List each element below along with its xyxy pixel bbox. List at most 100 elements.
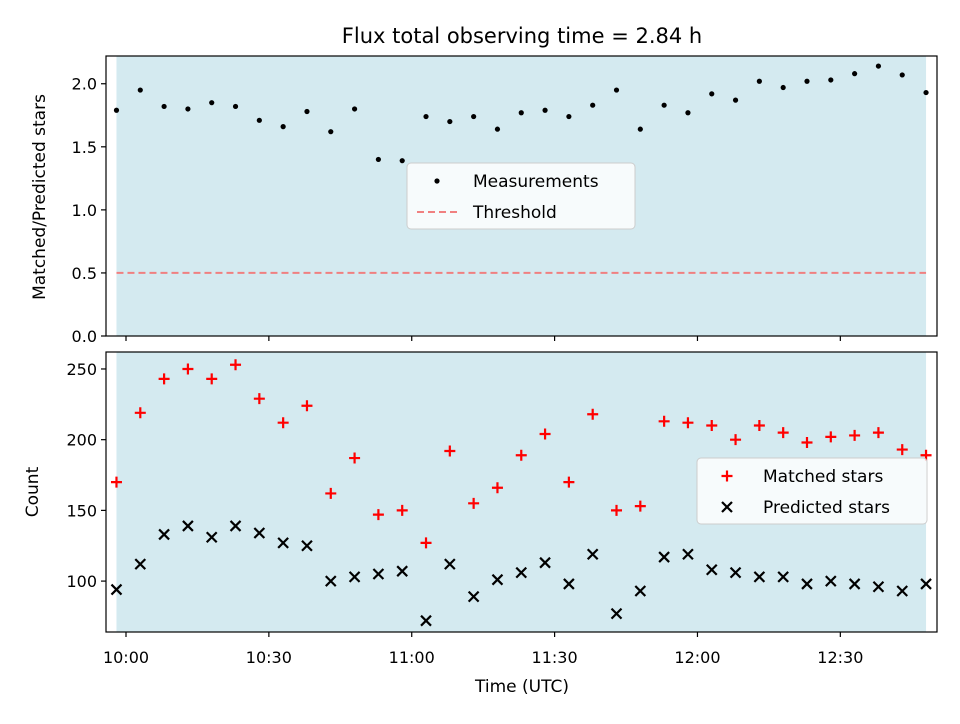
matched-star-point (325, 487, 337, 499)
bottom-y-axis-label: Count (23, 466, 43, 517)
matched-star-point (706, 420, 718, 432)
legend-marker (721, 470, 733, 482)
predicted-star-point (682, 548, 694, 560)
matched-star-point (777, 427, 789, 439)
y-tick-label: 1.0 (72, 201, 97, 220)
measurement-point (399, 158, 405, 164)
legend-box-1 (696, 457, 928, 525)
legend-label: Matched stars (763, 467, 883, 487)
x-tick-label: 11:30 (532, 648, 578, 667)
measurement-point (613, 87, 620, 93)
y-tick-label: 250 (66, 360, 97, 379)
x-tick-label: 12:00 (674, 648, 720, 667)
matched-star-point (396, 504, 408, 516)
predicted-star-point (420, 614, 432, 627)
matched-star-point (468, 497, 480, 509)
measurement-point (256, 117, 262, 123)
measurement-point (423, 113, 429, 120)
measurement-point (185, 106, 191, 112)
measurement-point (685, 110, 691, 116)
measurement-point (756, 78, 762, 84)
measurement-point (780, 84, 786, 91)
measurement-point (375, 156, 381, 163)
measurement-point (590, 102, 596, 108)
matched-star-point (801, 437, 813, 449)
measurement-point (232, 103, 239, 110)
matched-star-point (182, 363, 194, 375)
measurement-point (661, 102, 667, 108)
predicted-star-point (777, 571, 789, 583)
measurement-point (494, 126, 501, 132)
matched-star-point (849, 429, 861, 441)
legend-box-0 (406, 162, 636, 230)
predicted-star-point (110, 583, 123, 596)
measurement-point (209, 100, 215, 106)
measurement-point (542, 107, 548, 113)
predicted-star-point (324, 575, 337, 587)
predicted-star-point (563, 578, 575, 590)
measurement-point (351, 106, 358, 112)
matched-star-point (301, 400, 313, 412)
legend-marker (434, 178, 440, 184)
predicted-star-point (658, 551, 670, 563)
bottom-panel: 100 150 200 250 10:00 10:30 11:00 11:30 12:00 12:… (66, 351, 938, 667)
measurement-point (732, 97, 739, 103)
measurement-point (566, 113, 572, 120)
x-tick-label: 10:30 (246, 648, 292, 667)
x-tick-label: 11:00 (389, 648, 435, 667)
axes-frame-1 (105, 351, 938, 633)
measurement-point (304, 108, 310, 115)
predicted-star-point (515, 566, 528, 579)
measurement-point (113, 107, 120, 113)
matched-star-point (896, 444, 908, 456)
matched-star-point (372, 509, 384, 521)
predicted-star-point (753, 571, 766, 583)
top-y-axis-label: Matched/Predicted stars (30, 94, 50, 300)
legend-marker (721, 501, 733, 513)
predicted-star-point (372, 568, 385, 580)
predicted-star-point (205, 531, 218, 544)
matched-star-point (230, 359, 242, 371)
top-panel: 0.0 0.5 1.0 1.5 2.0 Measurements Threshold (72, 55, 938, 346)
y-tick-label: 0.5 (72, 264, 97, 283)
measurement-point (280, 124, 286, 130)
predicted-star-point (444, 558, 456, 570)
y-tick-label: 100 (66, 572, 97, 591)
predicted-star-point (729, 566, 742, 579)
matched-star-point (872, 427, 884, 439)
matched-star-point (730, 434, 742, 446)
measurement-point (899, 72, 905, 78)
predicted-star-point (539, 556, 551, 569)
y-tick-label: 150 (66, 501, 97, 520)
predicted-star-point (301, 539, 313, 552)
matched-star-point (420, 537, 432, 549)
matched-star-point (658, 415, 670, 427)
measurement-point (828, 77, 834, 83)
measurement-point (804, 78, 810, 84)
predicted-star-point (586, 548, 599, 560)
predicted-star-point (825, 575, 837, 587)
matched-star-point (825, 431, 837, 443)
matched-star-point (682, 417, 694, 429)
matched-star-point (491, 482, 503, 494)
matched-star-point (634, 500, 646, 512)
measurement-point (637, 126, 643, 132)
chart-title: Flux total observing time = 2.84 h (342, 24, 702, 48)
predicted-star-point (920, 578, 932, 590)
x-axis-label: Time (UTC) (474, 677, 569, 697)
measurement-point (161, 103, 167, 110)
x-tick-label: 10:00 (103, 648, 149, 667)
measurement-point (471, 113, 477, 120)
predicted-star-point (801, 578, 813, 590)
predicted-star-point (229, 520, 242, 532)
measurement-point (875, 63, 882, 69)
measurement-point (137, 87, 143, 93)
predicted-star-point (467, 590, 480, 603)
legend-label: Predicted stars (763, 498, 890, 518)
predicted-star-point (610, 607, 623, 620)
predicted-star-point (253, 527, 266, 539)
predicted-star-point (848, 578, 861, 590)
matched-star-point (753, 420, 765, 432)
